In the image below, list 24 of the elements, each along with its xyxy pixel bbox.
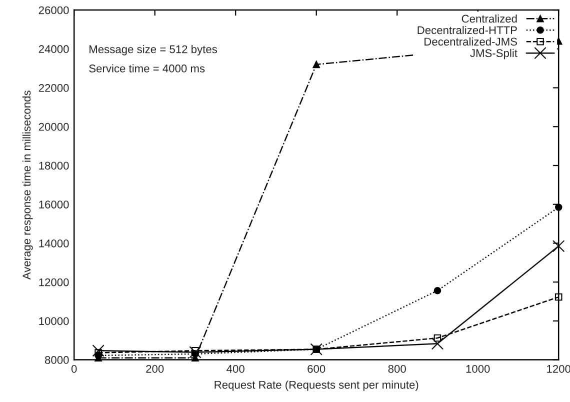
x-tick-label: 800 (388, 364, 406, 373)
y-tick-label: 8000 (45, 356, 69, 364)
y-tick-label: 22000 (38, 84, 69, 92)
legend-label: Decentralized-HTTP (418, 26, 517, 34)
x-tick-label: 400 (226, 364, 244, 373)
x-tick-label: 1000 (466, 364, 490, 373)
legend-label: JMS-Split (470, 48, 518, 60)
annotation: Service time = 4000 ms (89, 64, 205, 72)
y-tick-label: 24000 (38, 45, 69, 54)
annotation: Message size = 512 bytes (90, 45, 218, 56)
x-tick-label: 0 (71, 364, 77, 373)
x-axis-title: Request Rate (Requests sent per minute) (214, 380, 418, 391)
y-tick-label: 12000 (39, 278, 69, 286)
y-tick-label: 14000 (39, 239, 69, 248)
y-axis-title: Average response time in milliseconds (22, 90, 33, 280)
y-tick-label: 16000 (39, 200, 69, 208)
legend-label: Centralized (462, 14, 517, 23)
legend-label: Decentralized-JMS (424, 37, 517, 46)
x-tick-label: 600 (308, 364, 326, 373)
x-tick-label: 200 (146, 364, 164, 373)
y-tick-label: 20000 (38, 122, 69, 131)
y-tick-label: 26000 (38, 6, 69, 14)
y-tick-label: 10000 (39, 317, 69, 326)
y-tick-label: 18000 (39, 162, 69, 170)
